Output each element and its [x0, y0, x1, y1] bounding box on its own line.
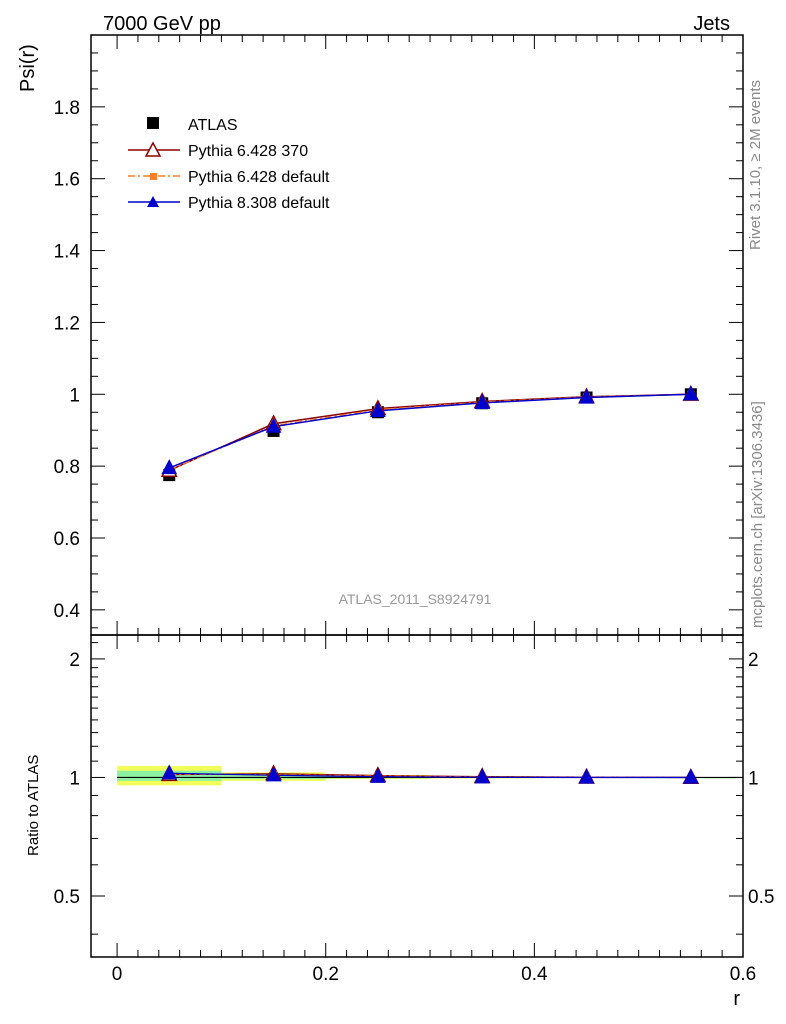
main-ytick-label: 1.6	[54, 170, 80, 191]
ratio-pythia8-default-point	[161, 764, 178, 780]
ratio-panel-frame	[90, 634, 744, 958]
legend-label-pythia6-default: Pythia 6.428 default	[188, 169, 330, 186]
rivet-label: Rivet 3.1.10, ≥ 2M events	[747, 80, 764, 250]
legend-marker-pythia6-default	[150, 173, 157, 180]
main-panel-content	[160, 384, 700, 482]
legend-label-atlas: ATLAS	[188, 117, 238, 134]
ratio-ylabel: Ratio to ATLAS	[25, 755, 42, 856]
xtick-label: 0	[112, 964, 123, 985]
ratio-ytick-label-right: 2	[748, 650, 759, 671]
pythia8-default-point	[683, 385, 699, 401]
header-right: Jets	[693, 13, 730, 35]
ratio-pythia8-default-point	[683, 768, 699, 784]
pythia8-default-point	[370, 401, 386, 417]
ratio-panel-content	[160, 764, 700, 785]
analysis-watermark: ATLAS_2011_S8924791	[339, 591, 492, 607]
ratio-ytick-label-right: 1	[748, 768, 759, 789]
ratio-ytick-label: 0.5	[54, 887, 80, 908]
main-ylabel: Psi(r)	[17, 44, 39, 92]
main-ytick-label: 1.4	[54, 242, 81, 263]
ratio-ytick-label: 1	[69, 768, 80, 789]
ratio-pythia8-default-point	[265, 766, 282, 782]
axis-ticks: 0.4 0.6 0.8 1 1.2 1.4 1.6 1.8 0 0.2 0.4 0.6 0.5 0.5 1 1…	[54, 35, 774, 985]
legend-marker-atlas	[147, 117, 159, 129]
legend-label-pythia6-370: Pythia 6.428 370	[188, 143, 308, 160]
ratio-pythia8-default-point	[370, 767, 386, 783]
xtick-label: 0.6	[730, 964, 756, 985]
main-ytick-label: 0.8	[54, 457, 80, 478]
legend-marker-pythia6-370	[144, 141, 162, 157]
main-ytick-label: 1.2	[54, 313, 80, 334]
xtick-label: 0.4	[521, 964, 548, 985]
pythia8-default-point	[161, 459, 178, 475]
legend: ATLAS Pythia 6.428 370 Pythia 6.428 defa…	[128, 117, 330, 212]
xtick-label: 0.2	[313, 964, 339, 985]
source-label: mcplots.cern.ch [arXiv:1306.3436]	[749, 401, 766, 628]
pythia8-default-point	[578, 388, 595, 404]
pythia8-default-point	[265, 417, 282, 433]
legend-marker-pythia8-default	[147, 196, 159, 207]
ratio-pythia8-default-point	[578, 768, 595, 784]
main-ytick-label: 1.8	[54, 98, 80, 119]
series-line-pythia8-default	[168, 393, 691, 469]
ratio-pythia8-default-point	[474, 768, 491, 784]
header-left: 7000 GeV pp	[103, 13, 221, 35]
ratio-ytick-label-right: 0.5	[748, 887, 774, 908]
ratio-ytick-label: 2	[69, 650, 80, 671]
ratio-line-pythia8-default	[169, 772, 691, 779]
legend-label-pythia8-default: Pythia 8.308 default	[188, 195, 330, 212]
main-ytick-label: 0.6	[54, 529, 80, 550]
x-axis-label: r	[733, 988, 740, 1010]
series-line-pythia6-default	[168, 393, 691, 471]
pythia8-default-point	[474, 394, 491, 410]
main-ytick-label: 0.4	[54, 601, 81, 622]
main-ytick-label: 1	[69, 385, 80, 406]
